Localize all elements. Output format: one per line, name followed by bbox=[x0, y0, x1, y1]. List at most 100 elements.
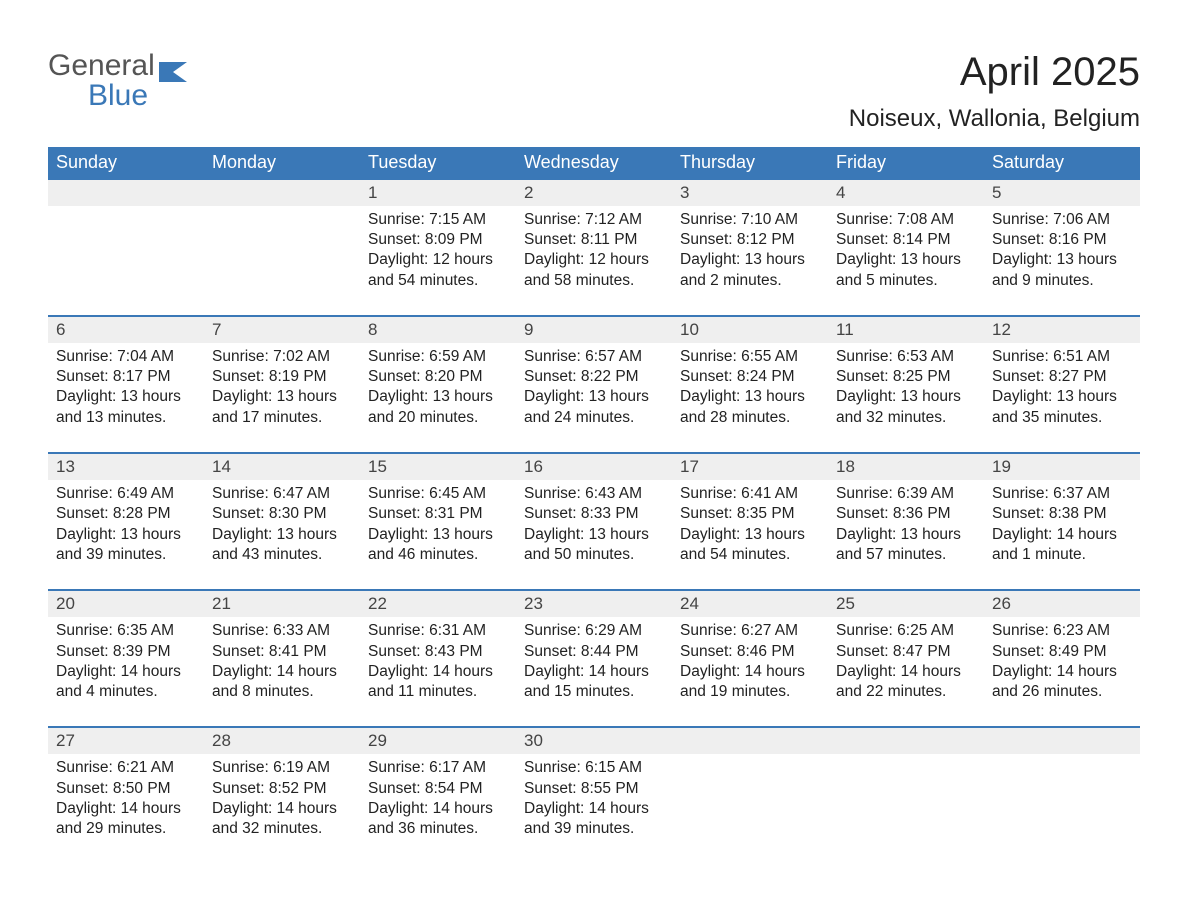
day-number: 2 bbox=[516, 179, 672, 206]
empty-day bbox=[672, 727, 828, 754]
dl2-text: and 5 minutes. bbox=[836, 271, 976, 291]
dl1-text: Daylight: 14 hours bbox=[368, 799, 508, 819]
day-cell: Sunrise: 6:17 AMSunset: 8:54 PMDaylight:… bbox=[360, 754, 516, 864]
daynum-row: 13141516171819 bbox=[48, 453, 1140, 480]
sunset-text: Sunset: 8:49 PM bbox=[992, 642, 1132, 662]
sunset-text: Sunset: 8:16 PM bbox=[992, 230, 1132, 250]
dl2-text: and 17 minutes. bbox=[212, 408, 352, 428]
day-cell: Sunrise: 6:39 AMSunset: 8:36 PMDaylight:… bbox=[828, 480, 984, 590]
dl2-text: and 54 minutes. bbox=[680, 545, 820, 565]
sunset-text: Sunset: 8:43 PM bbox=[368, 642, 508, 662]
dl2-text: and 57 minutes. bbox=[836, 545, 976, 565]
dl1-text: Daylight: 12 hours bbox=[368, 250, 508, 270]
sunrise-text: Sunrise: 6:53 AM bbox=[836, 347, 976, 367]
day-cell: Sunrise: 7:15 AMSunset: 8:09 PMDaylight:… bbox=[360, 206, 516, 316]
day-cell: Sunrise: 7:12 AMSunset: 8:11 PMDaylight:… bbox=[516, 206, 672, 316]
dl1-text: Daylight: 13 hours bbox=[836, 525, 976, 545]
day-number: 18 bbox=[828, 453, 984, 480]
dl2-text: and 9 minutes. bbox=[992, 271, 1132, 291]
day-number: 24 bbox=[672, 590, 828, 617]
dl2-text: and 22 minutes. bbox=[836, 682, 976, 702]
day-number: 5 bbox=[984, 179, 1140, 206]
dl1-text: Daylight: 14 hours bbox=[836, 662, 976, 682]
sunrise-text: Sunrise: 6:19 AM bbox=[212, 758, 352, 778]
day-cell: Sunrise: 6:45 AMSunset: 8:31 PMDaylight:… bbox=[360, 480, 516, 590]
page-title: April 2025 bbox=[849, 50, 1140, 95]
day-cell: Sunrise: 7:06 AMSunset: 8:16 PMDaylight:… bbox=[984, 206, 1140, 316]
weekday-header: Wednesday bbox=[516, 147, 672, 179]
sunset-text: Sunset: 8:31 PM bbox=[368, 504, 508, 524]
day-cell: Sunrise: 7:02 AMSunset: 8:19 PMDaylight:… bbox=[204, 343, 360, 453]
empty-day bbox=[828, 727, 984, 754]
dl1-text: Daylight: 13 hours bbox=[212, 387, 352, 407]
day-number: 26 bbox=[984, 590, 1140, 617]
day-cell: Sunrise: 6:59 AMSunset: 8:20 PMDaylight:… bbox=[360, 343, 516, 453]
sunrise-text: Sunrise: 6:27 AM bbox=[680, 621, 820, 641]
empty-cell bbox=[48, 206, 204, 316]
sunrise-text: Sunrise: 6:41 AM bbox=[680, 484, 820, 504]
day-cell: Sunrise: 6:49 AMSunset: 8:28 PMDaylight:… bbox=[48, 480, 204, 590]
dl2-text: and 28 minutes. bbox=[680, 408, 820, 428]
logo-word2: Blue bbox=[48, 80, 191, 112]
day-number: 8 bbox=[360, 316, 516, 343]
day-cell: Sunrise: 6:25 AMSunset: 8:47 PMDaylight:… bbox=[828, 617, 984, 727]
sunset-text: Sunset: 8:14 PM bbox=[836, 230, 976, 250]
day-number: 1 bbox=[360, 179, 516, 206]
day-number: 17 bbox=[672, 453, 828, 480]
sunrise-text: Sunrise: 6:43 AM bbox=[524, 484, 664, 504]
day-number: 22 bbox=[360, 590, 516, 617]
sunset-text: Sunset: 8:47 PM bbox=[836, 642, 976, 662]
logo-flag-icon bbox=[159, 60, 191, 82]
sunrise-text: Sunrise: 7:10 AM bbox=[680, 210, 820, 230]
weekday-header: Friday bbox=[828, 147, 984, 179]
day-number: 14 bbox=[204, 453, 360, 480]
day-cell: Sunrise: 6:53 AMSunset: 8:25 PMDaylight:… bbox=[828, 343, 984, 453]
dl2-text: and 13 minutes. bbox=[56, 408, 196, 428]
dl2-text: and 19 minutes. bbox=[680, 682, 820, 702]
day-cell: Sunrise: 6:27 AMSunset: 8:46 PMDaylight:… bbox=[672, 617, 828, 727]
dl1-text: Daylight: 14 hours bbox=[368, 662, 508, 682]
weekday-header: Sunday bbox=[48, 147, 204, 179]
sunrise-text: Sunrise: 6:23 AM bbox=[992, 621, 1132, 641]
day-cell: Sunrise: 6:33 AMSunset: 8:41 PMDaylight:… bbox=[204, 617, 360, 727]
daynum-row: 20212223242526 bbox=[48, 590, 1140, 617]
dl1-text: Daylight: 13 hours bbox=[992, 250, 1132, 270]
day-number: 25 bbox=[828, 590, 984, 617]
day-number: 12 bbox=[984, 316, 1140, 343]
dl1-text: Daylight: 14 hours bbox=[992, 662, 1132, 682]
weekday-header-row: Sunday Monday Tuesday Wednesday Thursday… bbox=[48, 147, 1140, 179]
sunrise-text: Sunrise: 6:29 AM bbox=[524, 621, 664, 641]
day-cell: Sunrise: 6:23 AMSunset: 8:49 PMDaylight:… bbox=[984, 617, 1140, 727]
dl1-text: Daylight: 13 hours bbox=[836, 387, 976, 407]
weekday-header: Tuesday bbox=[360, 147, 516, 179]
dl1-text: Daylight: 13 hours bbox=[680, 250, 820, 270]
dl1-text: Daylight: 13 hours bbox=[56, 387, 196, 407]
sunset-text: Sunset: 8:39 PM bbox=[56, 642, 196, 662]
sunrise-text: Sunrise: 6:35 AM bbox=[56, 621, 196, 641]
daynum-row: 27282930 bbox=[48, 727, 1140, 754]
sunset-text: Sunset: 8:46 PM bbox=[680, 642, 820, 662]
day-number: 3 bbox=[672, 179, 828, 206]
sunset-text: Sunset: 8:19 PM bbox=[212, 367, 352, 387]
sunset-text: Sunset: 8:11 PM bbox=[524, 230, 664, 250]
day-number: 9 bbox=[516, 316, 672, 343]
sunrise-text: Sunrise: 7:06 AM bbox=[992, 210, 1132, 230]
weekday-header: Monday bbox=[204, 147, 360, 179]
dl2-text: and 46 minutes. bbox=[368, 545, 508, 565]
day-number: 27 bbox=[48, 727, 204, 754]
dl1-text: Daylight: 13 hours bbox=[368, 387, 508, 407]
sunrise-text: Sunrise: 6:51 AM bbox=[992, 347, 1132, 367]
day-number: 19 bbox=[984, 453, 1140, 480]
weekday-header: Thursday bbox=[672, 147, 828, 179]
day-number: 23 bbox=[516, 590, 672, 617]
dl1-text: Daylight: 13 hours bbox=[524, 525, 664, 545]
dl2-text: and 32 minutes. bbox=[836, 408, 976, 428]
dl1-text: Daylight: 13 hours bbox=[56, 525, 196, 545]
day-cell: Sunrise: 6:55 AMSunset: 8:24 PMDaylight:… bbox=[672, 343, 828, 453]
sunrise-text: Sunrise: 6:31 AM bbox=[368, 621, 508, 641]
dl2-text: and 26 minutes. bbox=[992, 682, 1132, 702]
day-number: 29 bbox=[360, 727, 516, 754]
dl2-text: and 29 minutes. bbox=[56, 819, 196, 839]
day-cell: Sunrise: 6:41 AMSunset: 8:35 PMDaylight:… bbox=[672, 480, 828, 590]
sunrise-text: Sunrise: 7:12 AM bbox=[524, 210, 664, 230]
